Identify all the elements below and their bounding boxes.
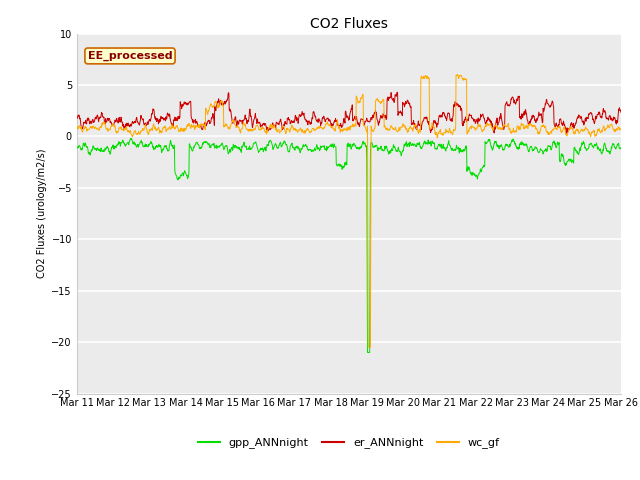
Title: CO2 Fluxes: CO2 Fluxes — [310, 17, 388, 31]
Text: EE_processed: EE_processed — [88, 51, 172, 61]
Legend: gpp_ANNnight, er_ANNnight, wc_gf: gpp_ANNnight, er_ANNnight, wc_gf — [193, 433, 504, 453]
Y-axis label: CO2 Fluxes (urology/m2/s): CO2 Fluxes (urology/m2/s) — [37, 149, 47, 278]
